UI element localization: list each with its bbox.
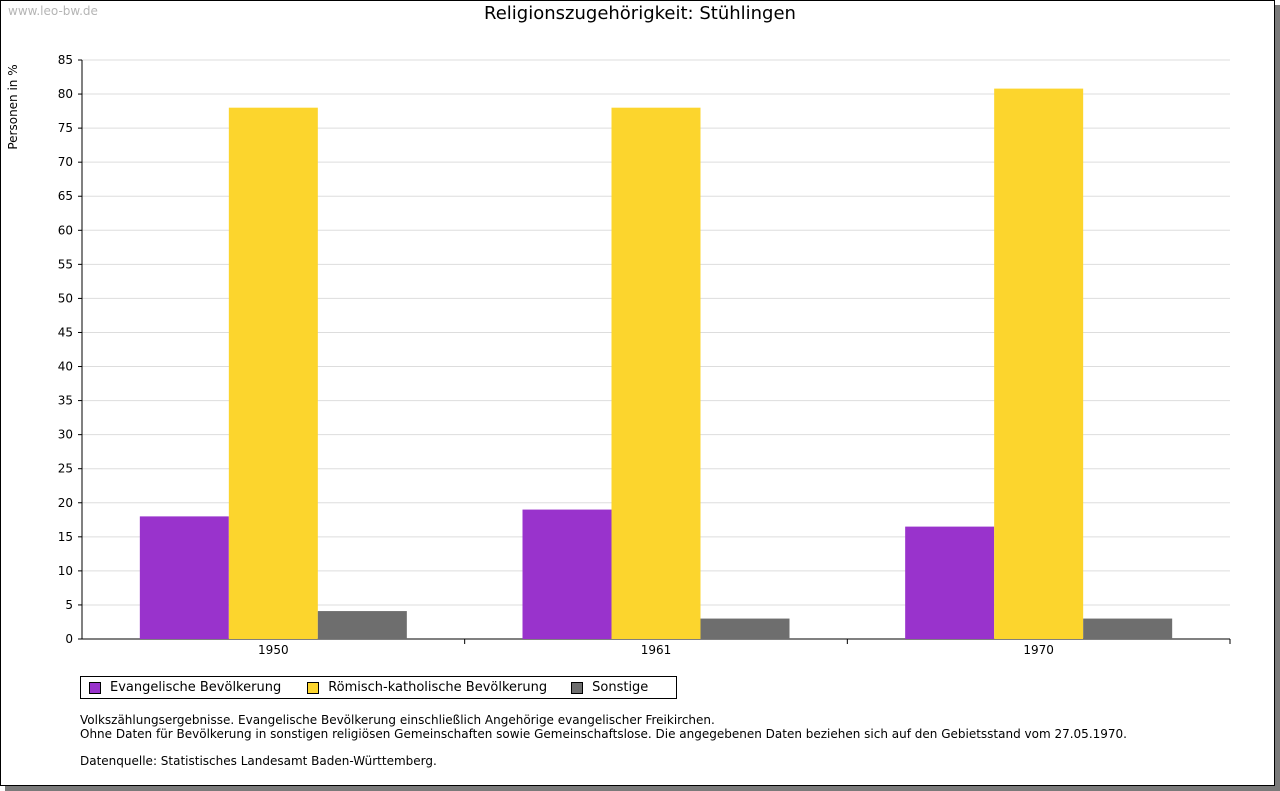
legend-label: Evangelische Bevölkerung: [110, 680, 282, 695]
bar: [522, 509, 612, 639]
bar: [994, 88, 1084, 639]
y-tick-label: 10: [58, 564, 73, 578]
y-tick-label: 15: [58, 530, 73, 544]
y-tick-label: 80: [58, 87, 73, 101]
y-tick-label: 40: [58, 360, 73, 374]
y-tick-label: 70: [58, 155, 73, 169]
y-tick-label: 55: [58, 257, 73, 271]
y-tick-label: 20: [58, 496, 73, 510]
legend-item-katholisch: Römisch-katholische Bevölkerung: [299, 680, 547, 695]
legend-swatch-sonstige: [571, 681, 584, 694]
data-source: Datenquelle: Statistisches Landesamt Bad…: [80, 754, 437, 768]
y-tick-label: 85: [58, 53, 73, 67]
y-tick-label: 60: [58, 223, 73, 237]
y-tick-label: 30: [58, 428, 73, 442]
watermark: www.leo-bw.de: [8, 4, 98, 18]
x-tick-label: 1961: [641, 643, 672, 657]
legend-item-sonstige: Sonstige: [563, 680, 648, 695]
y-tick-label: 75: [58, 121, 73, 135]
footnote-line: Volkszählungsergebnisse. Evangelische Be…: [80, 713, 715, 727]
bar: [1083, 618, 1173, 639]
footnote-line: Ohne Daten für Bevölkerung in sonstigen …: [80, 727, 1127, 741]
legend: Evangelische Bevölkerung Römisch-katholi…: [80, 676, 677, 699]
y-tick-label: 35: [58, 394, 73, 408]
legend-label: Römisch-katholische Bevölkerung: [328, 680, 548, 695]
y-tick-label: 25: [58, 462, 73, 476]
bar: [317, 611, 407, 639]
x-tick-label: 1950: [258, 643, 289, 657]
footnotes: Volkszählungsergebnisse. Evangelische Be…: [80, 713, 1127, 768]
legend-item-evangelisch: Evangelische Bevölkerung: [81, 680, 281, 695]
y-tick-label: 45: [58, 325, 73, 339]
y-tick-label: 0: [65, 632, 73, 646]
legend-label: Sonstige: [592, 680, 649, 695]
legend-swatch-katholisch: [307, 681, 320, 694]
y-tick-label: 5: [65, 598, 73, 612]
y-tick-label: 50: [58, 291, 73, 305]
legend-swatch-evangelisch: [89, 681, 101, 694]
bar: [228, 107, 318, 639]
bar: [139, 516, 229, 639]
chart-title: Religionszugehörigkeit: Stühlingen: [484, 3, 796, 24]
bar: [611, 107, 701, 639]
y-tick-label: 65: [58, 189, 73, 203]
bar: [905, 526, 995, 639]
x-tick-label: 1970: [1023, 643, 1054, 657]
bar: [700, 618, 790, 639]
